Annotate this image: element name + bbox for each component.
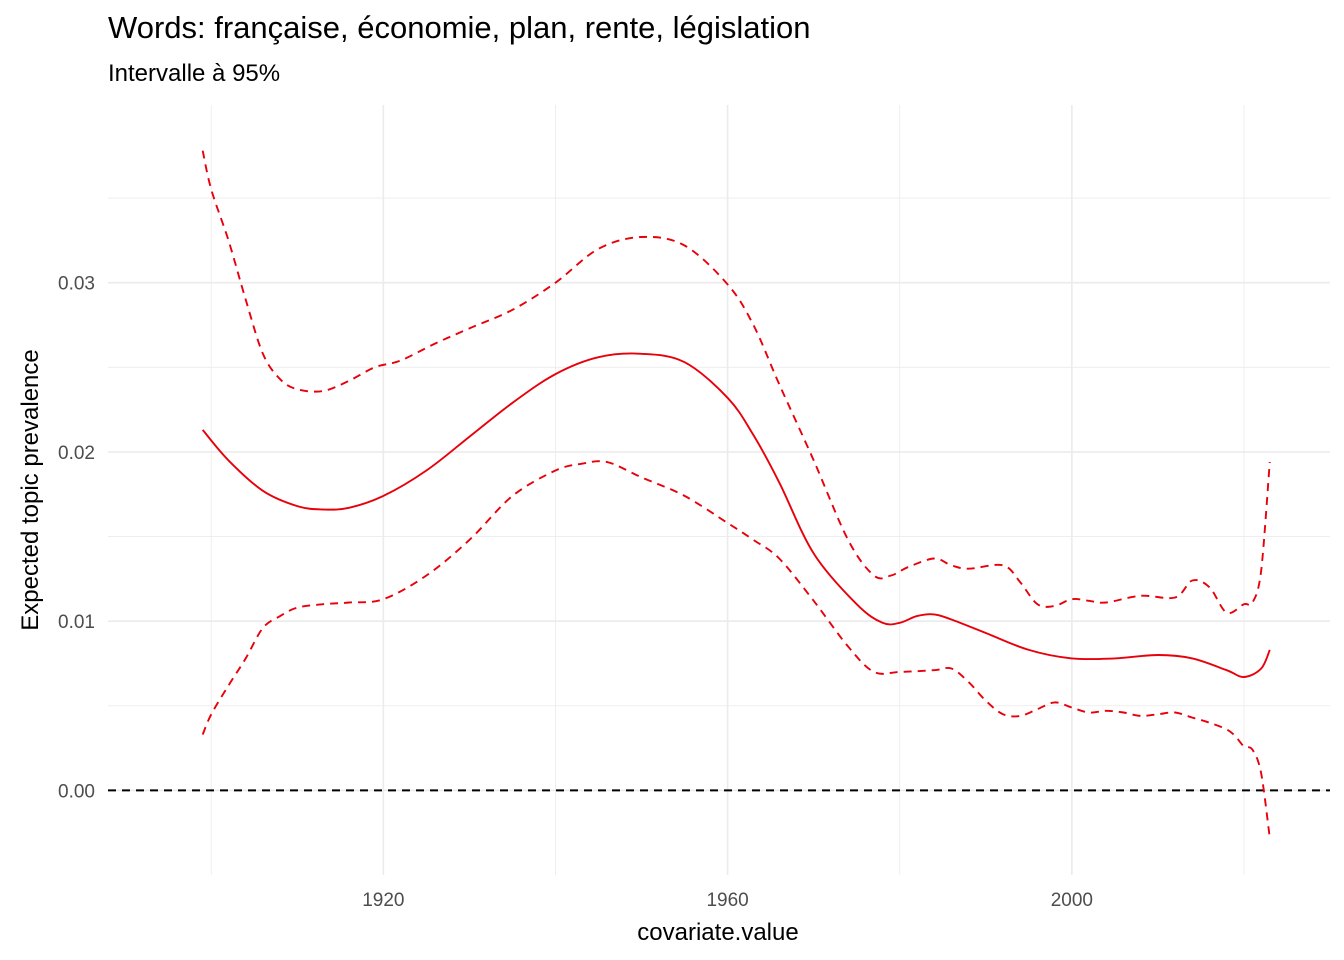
x-axis-title: covariate.value [637,919,798,946]
series-estimate-line [201,352,1271,678]
y-tick-label: 0.01 [58,612,95,633]
x-tick-label: 1960 [706,890,748,911]
chart-title: Words: française, économie, plan, rente,… [108,10,811,45]
y-tick-label: 0.03 [58,274,95,295]
y-axis-ticks: 0.00 0.01 0.02 0.03 [58,274,95,803]
series-lower-95-line [201,460,1271,838]
y-axis-title: Expected topic prevalence [17,349,44,631]
chart-subtitle: Intervalle à 95% [108,60,281,87]
y-tick-label: 0.02 [58,443,95,464]
x-tick-label: 2000 [1051,890,1093,911]
x-axis-ticks: 1920 1960 2000 [362,890,1093,911]
series-layer [201,150,1271,838]
x-tick-label: 1920 [362,890,404,911]
y-tick-label: 0.00 [58,781,95,802]
series-upper-95-line [201,150,1271,615]
grid-lines [108,105,1330,875]
